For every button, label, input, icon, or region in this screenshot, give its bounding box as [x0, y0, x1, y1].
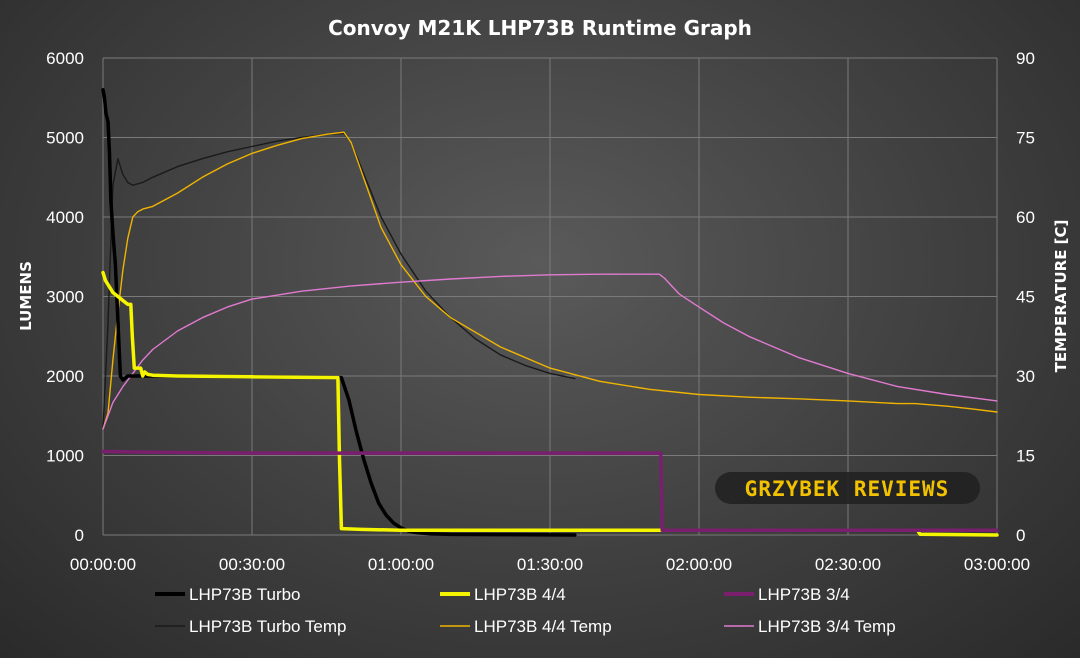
y-axis-ticks: 0 1000 2000 3000 4000 5000 6000	[46, 49, 84, 545]
x-tick-label: 00:00:00	[70, 555, 136, 574]
legend-label-lhp73b-4-4: LHP73B 4/4	[474, 585, 566, 604]
y-tick-label: 1000	[46, 447, 84, 466]
y2-axis-title: TEMPERATURE [C]	[1052, 220, 1070, 373]
x-tick-label: 02:00:00	[666, 555, 732, 574]
series-lhp73b-4-4-temp	[102, 131, 998, 430]
y-tick-label: 5000	[46, 129, 84, 148]
y2-tick-label: 45	[1016, 288, 1035, 307]
y2-tick-label: 15	[1016, 447, 1035, 466]
legend-label-lhp73b-3-4: LHP73B 3/4	[758, 585, 850, 604]
y2-tick-label: 30	[1016, 367, 1035, 386]
watermark-text: GRZYBEK REVIEWS	[745, 477, 950, 501]
y2-tick-label: 90	[1016, 49, 1035, 68]
chart-title: Convoy M21K LHP73B Runtime Graph	[328, 16, 752, 40]
x-tick-label: 02:30:00	[815, 555, 881, 574]
x-tick-label: 03:00:00	[964, 555, 1030, 574]
grid	[102, 57, 998, 536]
series-lhp73b-4-4	[101, 270, 999, 537]
legend-label-lhp73b-turbo-temp: LHP73B Turbo Temp	[189, 617, 347, 636]
legend: LHP73B Turbo LHP73B 4/4 LHP73B 3/4 LHP73B T…	[155, 585, 896, 636]
y-tick-label: 6000	[46, 49, 84, 68]
legend-label-lhp73b-turbo: LHP73B Turbo	[189, 585, 301, 604]
series-lhp73b-turbo-temp	[102, 132, 576, 430]
series-lhp73b-3-4	[101, 449, 999, 532]
legend-label-lhp73b-4-4-temp: LHP73B 4/4 Temp	[474, 617, 612, 636]
series-lines	[101, 88, 999, 537]
x-tick-label: 01:00:00	[368, 555, 434, 574]
x-axis-ticks: 00:00:00 00:30:00 01:00:00 01:30:00 02:00:00…	[70, 555, 1030, 574]
legend-label-lhp73b-3-4-temp: LHP73B 3/4 Temp	[758, 617, 896, 636]
y2-tick-label: 75	[1016, 129, 1035, 148]
y-tick-label: 3000	[46, 288, 84, 307]
y-tick-label: 4000	[46, 208, 84, 227]
y-tick-label: 2000	[46, 367, 84, 386]
x-tick-label: 00:30:00	[219, 555, 285, 574]
series-lhp73b-3-4-temp	[102, 273, 998, 430]
y2-tick-label: 0	[1016, 526, 1025, 545]
y-tick-label: 0	[75, 526, 84, 545]
watermark: GRZYBEK REVIEWS	[715, 472, 980, 504]
x-tick-label: 01:30:00	[517, 555, 583, 574]
y-axis-title: LUMENS	[17, 261, 35, 331]
y2-tick-label: 60	[1016, 208, 1035, 227]
y2-axis-ticks: 0 15 30 45 60 75 90	[1016, 49, 1035, 545]
